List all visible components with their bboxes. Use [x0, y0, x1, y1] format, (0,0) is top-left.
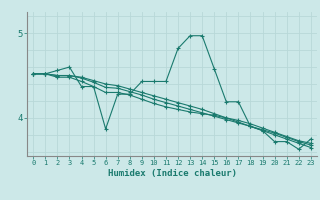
X-axis label: Humidex (Indice chaleur): Humidex (Indice chaleur)	[108, 169, 236, 178]
